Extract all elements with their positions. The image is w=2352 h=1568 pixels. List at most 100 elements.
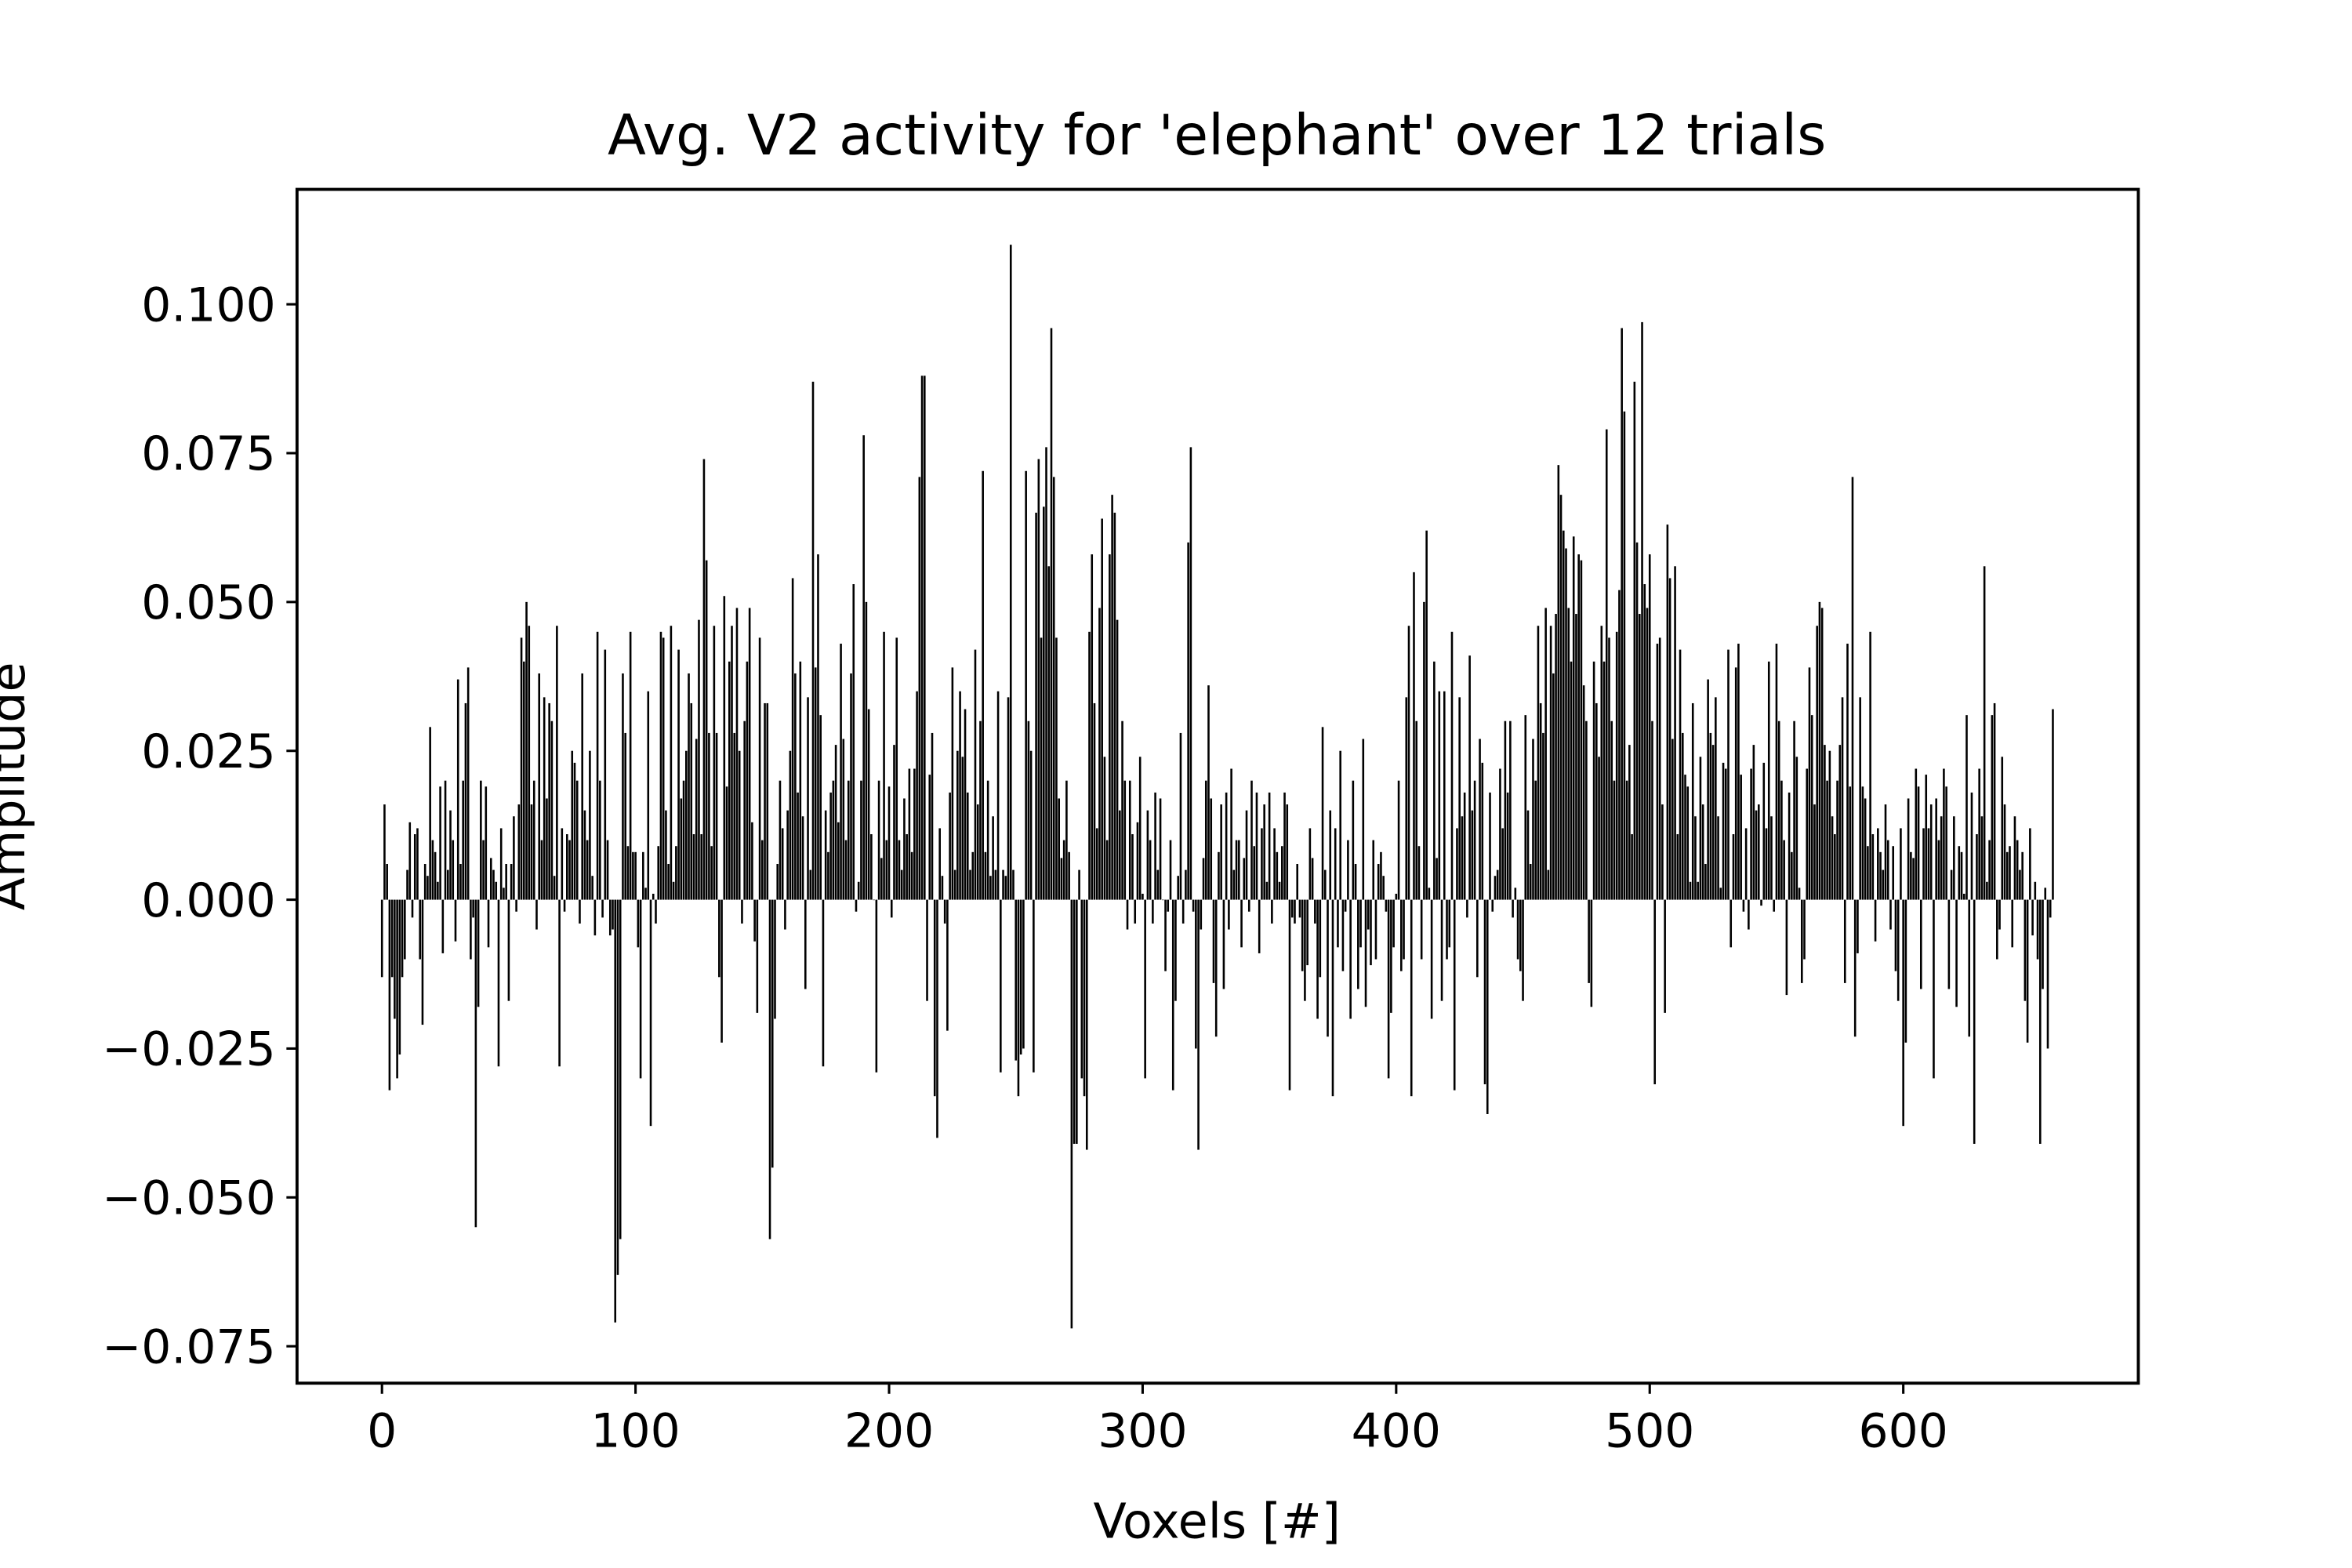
bar — [1501, 828, 1504, 900]
bar — [2038, 899, 2042, 1144]
bar — [1489, 792, 1491, 900]
bar — [946, 899, 949, 1031]
bar — [746, 661, 749, 900]
bar — [1405, 697, 1408, 900]
bar — [1750, 768, 1752, 900]
bar — [1055, 637, 1058, 900]
x-axis-label: Voxels [#] — [1094, 1493, 1341, 1549]
bar — [1265, 881, 1269, 900]
bar — [1605, 429, 1608, 900]
bar — [1758, 804, 1760, 900]
bar — [1331, 899, 1334, 1097]
bar — [1323, 869, 1327, 900]
bar — [1065, 780, 1068, 900]
bar — [1126, 899, 1129, 930]
bar — [489, 858, 492, 900]
bar — [1273, 828, 1276, 900]
bar — [1040, 637, 1043, 900]
y-tick-label: 0.050 — [141, 575, 276, 630]
bar — [548, 702, 550, 900]
bar — [809, 869, 812, 900]
bar — [2016, 840, 2019, 900]
bar — [566, 834, 568, 900]
bar — [1504, 720, 1507, 900]
bar — [1671, 739, 1674, 900]
bar — [1582, 685, 1585, 900]
bar — [953, 869, 956, 900]
bar — [1000, 899, 1002, 1073]
bar — [865, 601, 868, 900]
bar — [1737, 644, 1740, 900]
bar — [1430, 899, 1433, 1019]
bar — [396, 899, 398, 1079]
bar — [1585, 720, 1588, 900]
bar — [1085, 899, 1088, 1150]
bar — [1869, 631, 1871, 900]
bar — [1152, 899, 1154, 924]
bar — [1113, 512, 1116, 900]
bar — [1730, 899, 1733, 948]
bar — [961, 757, 964, 900]
bar — [1364, 899, 1367, 1007]
bar — [421, 899, 424, 1025]
bar — [1296, 864, 1299, 900]
bar — [426, 876, 429, 900]
bar — [1212, 899, 1215, 983]
bar — [814, 667, 817, 900]
bar — [1509, 720, 1512, 900]
bar — [1643, 584, 1646, 900]
bar — [543, 697, 546, 900]
bar — [1864, 798, 1867, 900]
bar — [898, 840, 901, 900]
bar — [1843, 899, 1846, 983]
bar — [1651, 720, 1653, 900]
bar — [612, 899, 614, 930]
bar — [1395, 893, 1398, 900]
bar — [1572, 536, 1575, 900]
bar — [1795, 757, 1798, 900]
bar — [850, 673, 852, 900]
bar — [1095, 828, 1098, 900]
bar — [700, 834, 702, 900]
bar — [616, 899, 619, 1276]
bar — [1691, 702, 1694, 900]
y-axis-label: Amplitude — [0, 662, 36, 911]
bar — [1210, 798, 1213, 900]
bar — [2021, 851, 2024, 900]
bar — [1062, 840, 1065, 900]
bar — [758, 637, 761, 900]
x-tick-label: 300 — [1098, 1403, 1187, 1458]
bar — [1894, 899, 1897, 971]
bar — [1618, 590, 1621, 900]
bar — [2024, 899, 2027, 1001]
bar — [1783, 840, 1785, 900]
bar — [1341, 899, 1345, 971]
bar — [553, 876, 556, 900]
bar — [1602, 661, 1606, 900]
bar — [1516, 899, 1519, 960]
bar — [556, 626, 558, 900]
bar — [1142, 893, 1144, 900]
bar — [1450, 631, 1454, 900]
bar — [1846, 644, 1849, 900]
bar — [520, 637, 523, 900]
bar — [1740, 775, 1742, 900]
bar — [2034, 881, 2037, 900]
bar — [832, 780, 835, 900]
bar — [1179, 732, 1182, 900]
bar — [1486, 899, 1489, 1114]
bar — [1549, 626, 1552, 900]
bar — [903, 798, 906, 900]
bar — [1886, 840, 1889, 900]
bar — [1354, 864, 1357, 900]
bar — [1410, 899, 1413, 1097]
bar — [1610, 720, 1613, 900]
bar — [1775, 644, 1778, 900]
bar — [532, 780, 535, 900]
bar — [1070, 899, 1073, 1329]
bar — [634, 851, 637, 900]
bar — [644, 887, 647, 900]
bar — [1390, 899, 1392, 1013]
bar — [1915, 768, 1918, 900]
bar — [938, 828, 941, 900]
